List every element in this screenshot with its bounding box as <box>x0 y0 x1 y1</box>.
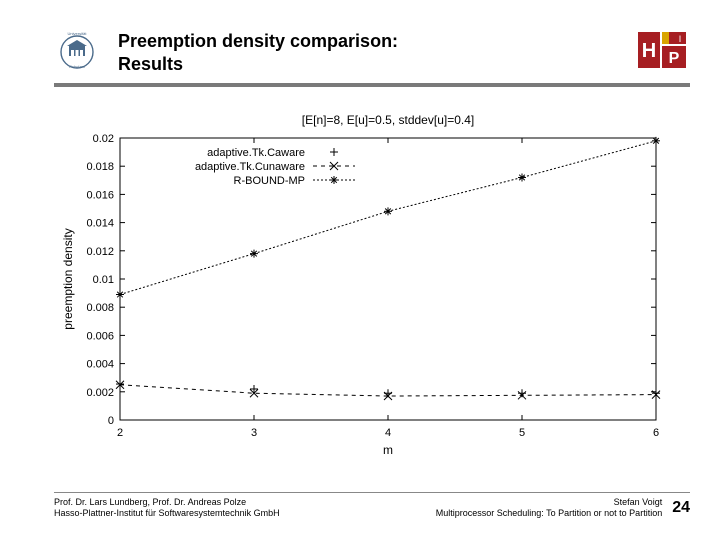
footer-right: Stefan Voigt Multiprocessor Scheduling: … <box>436 497 662 520</box>
svg-text:Potsdam: Potsdam <box>69 64 85 69</box>
svg-text:adaptive.Tk.Caware: adaptive.Tk.Caware <box>207 147 305 159</box>
svg-text:0.01: 0.01 <box>93 274 114 286</box>
svg-text:5: 5 <box>519 427 525 439</box>
svg-text:0.018: 0.018 <box>86 161 114 173</box>
footer-institute: Hasso-Plattner-Institut für Softwaresyst… <box>54 508 280 520</box>
svg-text:m: m <box>383 443 393 457</box>
svg-text:0.016: 0.016 <box>86 189 114 201</box>
preemption-density-chart: [E[n]=8, E[u]=0.5, stddev[u]=0.4] 0 0.002 0… <box>58 110 668 460</box>
svg-text:R-BOUND-MP: R-BOUND-MP <box>234 175 306 187</box>
svg-text:0.002: 0.002 <box>86 387 114 399</box>
svg-text:adaptive.Tk.Cunaware: adaptive.Tk.Cunaware <box>195 161 305 173</box>
svg-text:I: I <box>679 34 682 44</box>
title-block: Preemption density comparison: Results <box>118 28 620 75</box>
svg-text:0.014: 0.014 <box>86 218 114 230</box>
svg-text:3: 3 <box>251 427 257 439</box>
svg-text:preemption density: preemption density <box>61 228 75 329</box>
footer-presenter: Stefan Voigt <box>436 497 662 509</box>
title-line-1: Preemption density comparison: <box>118 30 620 53</box>
footer-authors: Prof. Dr. Lars Lundberg, Prof. Dr. Andre… <box>54 497 280 509</box>
svg-text:H: H <box>642 40 656 62</box>
footer-left: Prof. Dr. Lars Lundberg, Prof. Dr. Andre… <box>54 497 280 520</box>
title-line-2: Results <box>118 53 620 76</box>
svg-text:0.02: 0.02 <box>93 133 114 145</box>
svg-text:2: 2 <box>117 427 123 439</box>
page-number: 24 <box>672 499 690 517</box>
svg-text:0.012: 0.012 <box>86 246 114 258</box>
footer-talk-title: Multiprocessor Scheduling: To Partition … <box>436 508 662 520</box>
svg-text:4: 4 <box>385 427 391 439</box>
hpi-logo: H P I <box>638 28 690 72</box>
svg-text:Universität: Universität <box>68 31 88 36</box>
slide-header: Universität Potsdam Preemption density c… <box>0 0 720 75</box>
slide-footer: Prof. Dr. Lars Lundberg, Prof. Dr. Andre… <box>54 492 690 520</box>
svg-text:0.004: 0.004 <box>86 359 114 371</box>
svg-text:[E[n]=8, E[u]=0.5, stddev[u]=0: [E[n]=8, E[u]=0.5, stddev[u]=0.4] <box>302 113 474 127</box>
university-logo: Universität Potsdam <box>54 28 100 70</box>
svg-text:P: P <box>669 50 680 67</box>
svg-text:0.006: 0.006 <box>86 330 114 342</box>
header-rule <box>54 83 690 87</box>
svg-text:6: 6 <box>653 427 659 439</box>
svg-text:0.008: 0.008 <box>86 302 114 314</box>
svg-text:0: 0 <box>108 415 114 427</box>
